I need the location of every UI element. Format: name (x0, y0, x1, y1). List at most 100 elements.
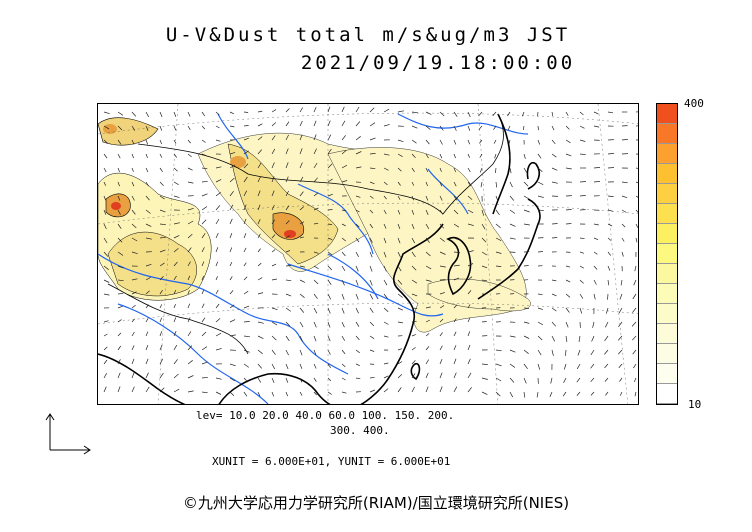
wind-vector (383, 167, 389, 171)
wind-vector (327, 377, 332, 382)
wind-vector (327, 193, 333, 197)
wind-vector (509, 349, 516, 353)
wind-vector (411, 153, 416, 158)
wind-vector (579, 307, 583, 314)
wind-vector (341, 307, 345, 314)
wind-vector (397, 209, 401, 215)
wind-vector (495, 167, 497, 174)
wind-vector (605, 307, 609, 314)
wind-vector (537, 167, 543, 172)
wind-vector (618, 321, 623, 328)
wind-vector (187, 345, 193, 351)
wind-vector (117, 386, 121, 393)
wind-vector (271, 176, 275, 183)
wind-vector (159, 344, 163, 351)
wind-vector (299, 134, 303, 141)
wind-vector (397, 181, 401, 186)
wind-vector (397, 167, 402, 172)
wind-vector (537, 181, 544, 186)
wind-vector (201, 303, 205, 309)
wind-vector (215, 232, 219, 239)
wind-vector (229, 218, 233, 225)
wind-vector (355, 377, 361, 380)
wind-vector (117, 153, 121, 159)
wind-vector (243, 290, 249, 295)
wind-vector (173, 125, 177, 131)
wind-vector (508, 139, 511, 145)
wind-vector (632, 335, 637, 341)
wind-vector (243, 176, 248, 183)
wind-vector (635, 181, 638, 184)
wind-vector (327, 148, 332, 155)
wind-vector (383, 293, 388, 299)
wind-vector (257, 321, 264, 324)
wind-vector (327, 307, 331, 314)
wind-vector (565, 293, 571, 298)
wind-vector (173, 111, 177, 118)
wind-vector (523, 349, 529, 354)
wind-vector (103, 181, 107, 186)
wind-vector (285, 349, 289, 356)
wind-vector (187, 247, 192, 253)
wind-vector (299, 279, 306, 283)
wind-vector (341, 209, 347, 212)
wind-vector (425, 125, 431, 130)
wind-vector (397, 361, 403, 365)
wind-vector (131, 345, 135, 351)
wind-vector (523, 335, 530, 339)
wind-vector (299, 349, 303, 356)
wind-vector (229, 304, 235, 309)
wind-vector (453, 386, 458, 393)
wind-vector (495, 195, 499, 202)
wind-vector (103, 111, 110, 115)
wind-vector (257, 123, 263, 127)
wind-vector (243, 321, 250, 323)
wind-vector (159, 249, 166, 253)
wind-vector (479, 153, 483, 158)
wind-vector (285, 121, 290, 127)
wind-vector (271, 391, 275, 397)
wind-vector (590, 363, 595, 369)
wind-vector (131, 251, 138, 255)
wind-vector (131, 167, 134, 172)
wind-vector (299, 221, 305, 225)
wind-vector (341, 149, 347, 155)
wind-vector (313, 222, 319, 225)
wind-vector (425, 346, 430, 351)
legend-max-label: 400 (684, 97, 704, 110)
wind-vector (243, 349, 250, 353)
wind-vector (593, 111, 599, 115)
legend-swatch (657, 324, 677, 344)
wind-vector (467, 125, 471, 131)
wind-vector (481, 321, 487, 323)
legend-swatch (657, 124, 677, 144)
wind-vector (299, 307, 305, 313)
wind-vector (145, 195, 150, 201)
wind-vector (607, 223, 613, 227)
wind-vector (425, 111, 432, 115)
wind-vector (243, 163, 249, 169)
wind-vector (593, 125, 600, 128)
wind-vector (117, 359, 121, 365)
wind-vector (565, 153, 572, 157)
wind-vector (299, 176, 304, 183)
wind-vector (327, 178, 333, 183)
wind-vector (551, 237, 558, 239)
wind-vector (369, 265, 373, 272)
wind-vector (411, 265, 417, 271)
wind-vector (565, 265, 571, 268)
wind-vector (604, 349, 609, 355)
wind-vector (271, 109, 277, 113)
wind-vector (187, 233, 193, 239)
wind-vector (201, 289, 205, 295)
legend-swatch (657, 364, 677, 384)
wind-vector (481, 237, 487, 243)
legend-swatch (657, 264, 677, 284)
wind-vector (131, 195, 135, 201)
wind-vector (271, 349, 276, 355)
wind-vector (229, 232, 233, 239)
wind-vector (117, 279, 124, 282)
wind-vector (425, 153, 429, 159)
wind-vector (271, 307, 278, 311)
wind-vector (425, 167, 429, 173)
